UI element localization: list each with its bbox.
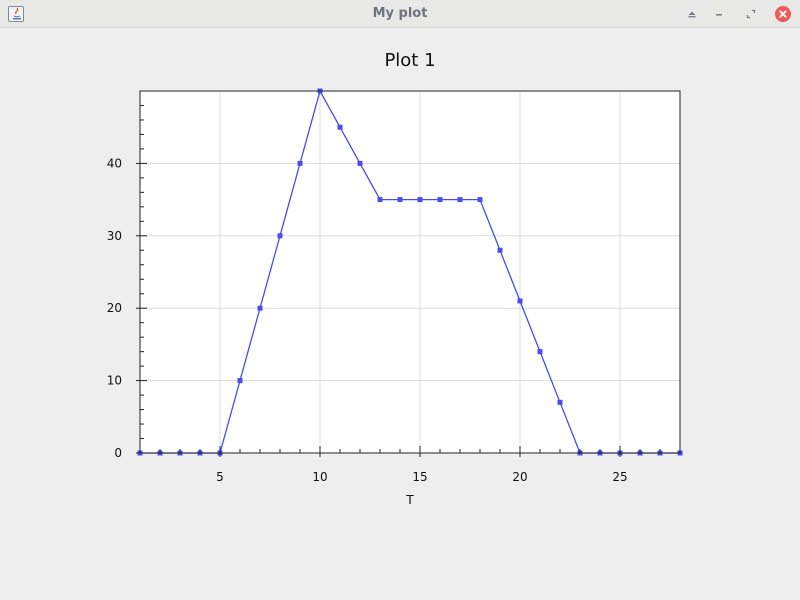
plot-frame bbox=[139, 90, 681, 454]
data-point bbox=[237, 378, 243, 384]
y-tick-label: 40 bbox=[107, 156, 122, 170]
eject-icon[interactable] bbox=[684, 6, 700, 22]
y-tick-label: 0 bbox=[114, 446, 122, 460]
y-tick-label: 10 bbox=[107, 374, 122, 388]
data-point bbox=[337, 124, 343, 130]
data-point bbox=[257, 305, 263, 311]
data-point bbox=[357, 160, 363, 166]
title-bar[interactable]: My plot bbox=[0, 0, 800, 28]
data-point bbox=[297, 160, 303, 166]
data-point bbox=[437, 197, 443, 203]
x-tick-label: 5 bbox=[216, 470, 224, 484]
data-point bbox=[557, 399, 563, 405]
data-point bbox=[277, 233, 283, 239]
y-tick-label: 30 bbox=[107, 229, 122, 243]
axes: 5 10 15 20 25 0 10 20 30 40 bbox=[107, 90, 681, 484]
plot-area bbox=[140, 91, 680, 453]
data-point bbox=[397, 197, 403, 203]
minimize-icon[interactable] bbox=[711, 6, 727, 22]
close-icon[interactable] bbox=[775, 6, 791, 22]
data-point bbox=[417, 197, 423, 203]
data-point bbox=[377, 197, 383, 203]
data-point bbox=[497, 247, 503, 253]
java-app-icon[interactable] bbox=[8, 6, 24, 22]
x-tick-label: 10 bbox=[312, 470, 327, 484]
x-tick-label: 20 bbox=[512, 470, 527, 484]
chart-title: Plot 1 bbox=[384, 50, 435, 71]
x-axis-label: T bbox=[405, 493, 414, 507]
x-tick-label: 25 bbox=[612, 470, 627, 484]
x-tick-label: 15 bbox=[412, 470, 427, 484]
data-point bbox=[537, 349, 543, 355]
maximize-icon[interactable] bbox=[743, 6, 759, 22]
data-point bbox=[477, 197, 483, 203]
data-point bbox=[517, 298, 523, 304]
plot-panel: Plot 1 5 10 15 20 25 0 10 20 30 40 T bbox=[0, 28, 800, 600]
data-point bbox=[457, 197, 463, 203]
y-tick-label: 20 bbox=[107, 301, 122, 315]
window-title: My plot bbox=[372, 6, 428, 21]
line-chart: Plot 1 5 10 15 20 25 0 10 20 30 40 T bbox=[107, 50, 683, 507]
